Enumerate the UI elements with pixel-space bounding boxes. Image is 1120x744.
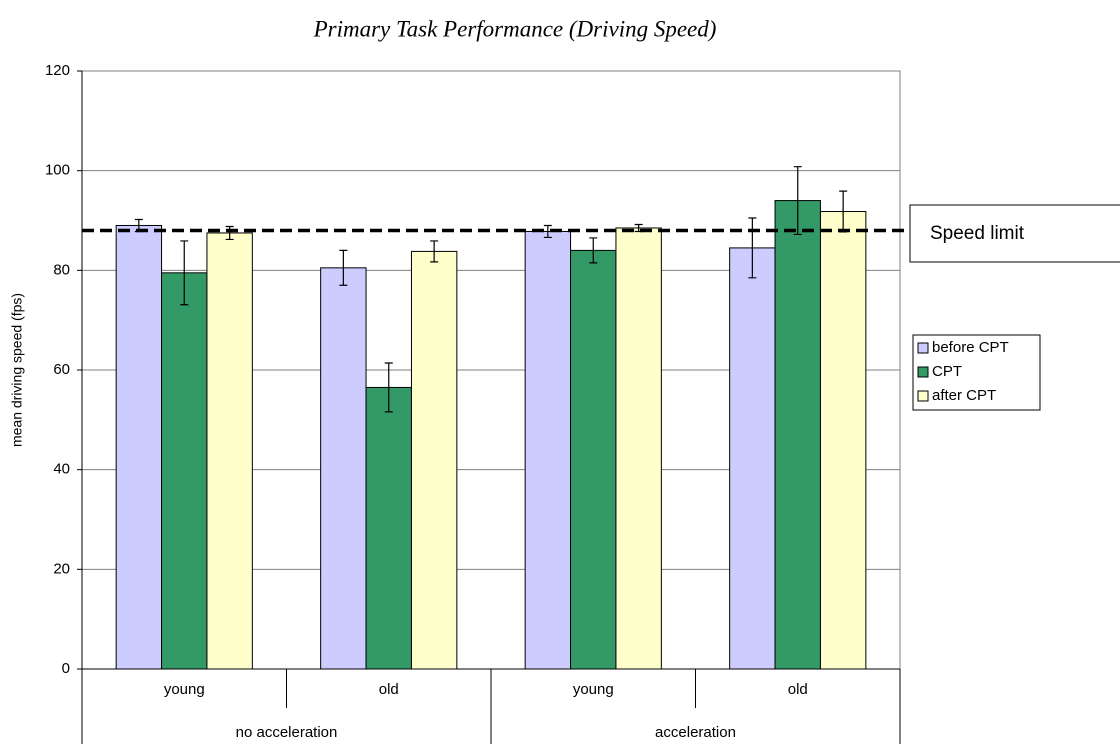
y-tick-label: 80 — [53, 261, 70, 278]
legend-box — [912, 334, 1041, 411]
bar — [774, 200, 821, 670]
error-bar — [384, 362, 393, 413]
bar — [819, 211, 867, 670]
bar — [615, 227, 662, 670]
error-bar — [180, 240, 189, 306]
annotation-box — [909, 204, 1120, 263]
chart-title: Primary Task Performance (Driving Speed) — [313, 16, 717, 41]
x-tick-label: old — [788, 681, 808, 698]
x-tick-label: old — [379, 681, 399, 698]
y-tick-label: 120 — [45, 62, 70, 79]
annotation-label: Speed limit — [930, 223, 1025, 244]
group-label: no acceleration — [236, 724, 338, 741]
legend-swatch — [917, 366, 929, 378]
bar — [729, 247, 776, 670]
y-tick-label: 0 — [62, 660, 70, 677]
group-label: acceleration — [655, 724, 736, 741]
legend-swatch — [917, 342, 929, 354]
legend-label: before CPT — [932, 339, 1009, 356]
bar — [524, 230, 572, 670]
x-tick-label: young — [573, 681, 614, 698]
error-bar — [748, 217, 757, 279]
error-bar — [430, 240, 439, 263]
bar — [410, 250, 458, 670]
y-tick-label: 20 — [53, 560, 70, 577]
bar — [161, 272, 208, 670]
y-axis-label: mean driving speed (fps) — [9, 293, 25, 447]
error-bar — [543, 224, 552, 239]
y-tick-label: 60 — [53, 361, 70, 378]
y-tick-label: 40 — [53, 461, 70, 478]
bar — [570, 249, 617, 670]
bar — [206, 232, 253, 670]
legend-label: CPT — [932, 363, 962, 380]
error-bar — [225, 225, 234, 241]
bar — [320, 267, 367, 670]
y-tick-label: 100 — [45, 162, 70, 179]
legend-swatch — [917, 390, 929, 402]
error-bar — [589, 237, 598, 264]
bar — [115, 224, 163, 670]
error-bar — [339, 249, 348, 286]
error-bar — [793, 166, 802, 236]
legend-label: after CPT — [932, 387, 996, 404]
x-tick-label: young — [164, 681, 205, 698]
bar — [365, 386, 412, 670]
